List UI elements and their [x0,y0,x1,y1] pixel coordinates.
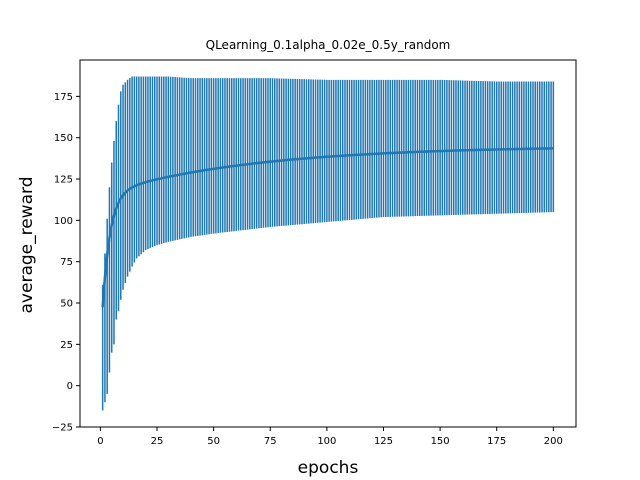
y-tick-label: 100 [54,216,73,227]
y-tick-label: 0 [67,381,73,392]
y-tick-label: 25 [60,340,73,351]
mean-line [101,147,554,308]
y-tick-label: 150 [54,133,73,144]
y-tick-label: 75 [60,257,73,268]
x-tick-label: 75 [264,436,277,447]
x-tick-label: 150 [431,436,450,447]
x-tick-label: 175 [487,436,506,447]
x-tick-label: 125 [374,436,393,447]
x-tick-label: 50 [207,436,220,447]
plot-frame [79,59,577,428]
y-axis-label: average_reward [17,177,37,314]
x-tick-label: 100 [317,436,336,447]
y-tick-label: 175 [54,92,73,103]
x-axis-label: epochs [298,458,359,478]
y-tick-label: −25 [52,423,73,434]
mean-points [101,147,554,308]
chart-title: QLearning_0.1alpha_0.02e_0.5y_random [206,38,451,52]
y-tick-label: 50 [60,299,73,310]
x-axis-ticks: 0 25 50 75 100 125 150 175 200 [97,427,563,447]
y-axis-ticks: −25 0 25 50 75 100 125 150 175 [52,92,80,434]
x-tick-label: 0 [97,436,103,447]
error-bars [101,76,555,411]
x-tick-label: 200 [544,436,563,447]
y-tick-label: 125 [54,175,73,186]
x-tick-label: 25 [151,436,164,447]
